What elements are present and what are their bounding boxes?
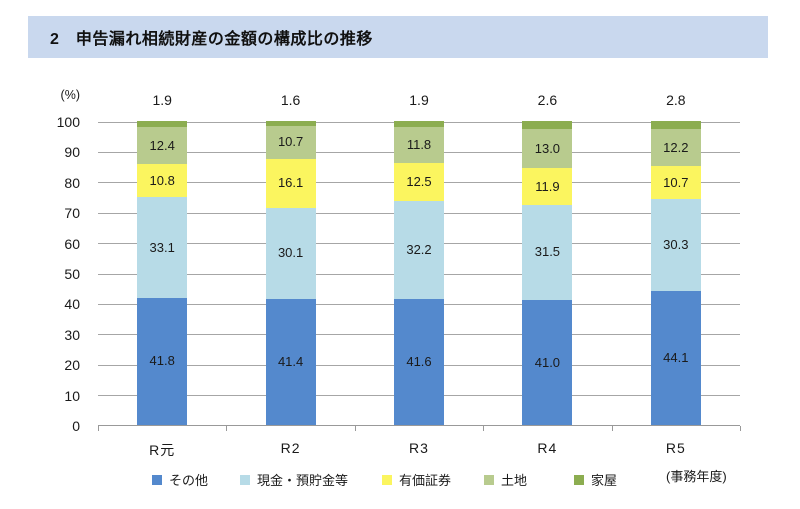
bar-segment-value: 33.1 <box>149 239 175 255</box>
bar-segment-現金・預貯金等 <box>265 207 316 300</box>
legend-item-有価証券: 有価証券 <box>382 470 451 489</box>
x-axis-tick <box>740 426 741 431</box>
bar-segment-現金・預貯金等 <box>650 198 701 291</box>
legend-swatch-icon <box>382 474 392 485</box>
bar-segment-家屋 <box>650 120 701 130</box>
y-tick-label-40: 40 <box>64 296 80 313</box>
bar-segment-現金・預貯金等 <box>394 200 444 299</box>
bar-segment-value: 10.7 <box>663 174 689 190</box>
y-tick-label-60: 60 <box>64 235 80 252</box>
bar-segment-その他 <box>650 290 701 425</box>
x-tick-label-R2: R2 <box>280 440 301 456</box>
bar-segment-有価証券 <box>650 166 701 199</box>
y-tick-label-50: 50 <box>64 266 80 282</box>
y-tick-label-20: 20 <box>64 357 80 374</box>
x-tick-label-R5: R5 <box>665 440 686 456</box>
legend-swatch-icon <box>574 474 584 485</box>
y-tick-label-0: 0 <box>72 418 80 434</box>
x-axis-tick <box>355 426 356 431</box>
bar-segment-土地 <box>137 126 188 165</box>
y-tick-label-30: 30 <box>64 326 80 343</box>
plot-area: 41.8 33.1 10.8 12.4 1.9 41.4 30.1 16.1 10.7 1.6 41… <box>98 92 741 431</box>
y-tick-label-90: 90 <box>64 144 80 161</box>
bar-top-value: 1.9 <box>152 92 172 108</box>
bar-segment-その他 <box>522 300 573 425</box>
bar-segment-value: 11.9 <box>535 178 560 194</box>
legend-label: 家屋 <box>591 473 618 488</box>
legend-swatch-icon <box>484 474 494 485</box>
bar-segment-value: 12.4 <box>149 137 175 153</box>
bar-segment-有価証券 <box>265 158 316 208</box>
y-axis-unit-label: (%) <box>60 88 80 102</box>
x-tick-label-R元: R元 <box>149 442 176 458</box>
legend-item-その他: その他 <box>152 470 208 489</box>
bar-segment-value: 16.1 <box>277 175 304 191</box>
bar-segment-家屋 <box>394 121 444 127</box>
bar-segment-現金・預貯金等 <box>522 204 573 301</box>
bar-segment-家屋 <box>265 121 316 127</box>
bar-segment-value: 32.2 <box>406 241 432 257</box>
x-tick-label-R4: R4 <box>537 440 558 456</box>
bar-segment-その他 <box>137 297 188 425</box>
x-axis-tick <box>612 426 613 431</box>
y-tick-label-10: 10 <box>64 387 80 404</box>
bar-R5: 44.1 30.3 10.7 12.2 2.8 <box>650 92 701 425</box>
y-tick-label-100: 100 <box>56 114 80 130</box>
bar-segment-土地 <box>265 126 316 159</box>
bar-segment-value: 31.5 <box>534 244 561 260</box>
legend-item-家屋: 家屋 <box>574 470 617 489</box>
bar-R元: 41.8 33.1 10.8 12.4 1.9 <box>137 92 188 425</box>
legend-item-現金・預貯金等: 現金・預貯金等 <box>240 470 348 489</box>
y-tick-label-70: 70 <box>64 205 80 222</box>
bar-segment-value: 30.3 <box>663 236 689 252</box>
legend-swatch-icon <box>240 474 250 485</box>
bar-segment-value: 41.4 <box>277 354 304 370</box>
bar-segment-value: 30.1 <box>277 245 304 261</box>
bar-top-value: 1.6 <box>280 92 301 108</box>
legend-label: 有価証券 <box>399 473 452 488</box>
section-title: 2 申告漏れ相続財産の金額の構成比の推移 <box>50 31 373 48</box>
legend-label: 現金・預貯金等 <box>257 473 349 488</box>
bar-R3: 41.6 32.2 12.5 11.8 1.9 <box>394 92 444 425</box>
bar-segment-その他 <box>265 299 316 425</box>
bar-segment-有価証券 <box>394 162 444 201</box>
bar-segment-家屋 <box>137 121 188 127</box>
bar-segment-その他 <box>394 298 444 425</box>
legend-swatch-icon <box>152 474 162 485</box>
bar-segment-value: 41.6 <box>406 353 432 369</box>
legend-item-土地: 土地 <box>484 470 527 489</box>
legend-label: 土地 <box>501 473 528 488</box>
bar-segment-土地 <box>650 129 701 167</box>
bar-segment-value: 11.8 <box>406 136 432 152</box>
bar-segment-土地 <box>394 126 444 163</box>
bar-segment-value: 41.8 <box>149 353 175 369</box>
legend-label: その他 <box>169 473 209 488</box>
bar-segment-土地 <box>522 128 573 169</box>
bar-segment-value: 12.5 <box>406 173 432 189</box>
x-axis-note: (事務年度) <box>666 469 727 484</box>
bar-top-value: 2.6 <box>537 92 558 108</box>
bar-segment-value: 41.0 <box>534 354 561 370</box>
bar-segment-value: 10.7 <box>277 134 304 150</box>
bar-segment-value: 12.2 <box>663 139 689 155</box>
bar-R4: 41.0 31.5 11.9 13.0 2.6 <box>522 92 573 425</box>
bar-segment-value: 10.8 <box>149 172 175 188</box>
x-axis-tick <box>98 426 99 431</box>
x-tick-label-R3: R3 <box>409 440 429 456</box>
x-axis-tick <box>483 426 484 431</box>
bar-segment-現金・預貯金等 <box>137 197 188 298</box>
bar-segment-value: 44.1 <box>663 349 689 365</box>
bar-segment-有価証券 <box>522 168 573 205</box>
bar-R2: 41.4 30.1 16.1 10.7 1.6 <box>265 92 316 425</box>
bar-top-value: 1.9 <box>409 92 429 108</box>
y-tick-label-80: 80 <box>64 174 80 191</box>
section-title-banner: 2 申告漏れ相続財産の金額の構成比の推移 <box>28 16 768 58</box>
bar-segment-有価証券 <box>137 164 188 198</box>
bar-segment-家屋 <box>522 121 573 129</box>
x-axis-tick <box>226 426 227 431</box>
bar-segment-value: 13.0 <box>534 140 561 156</box>
bar-top-value: 2.8 <box>666 92 686 108</box>
